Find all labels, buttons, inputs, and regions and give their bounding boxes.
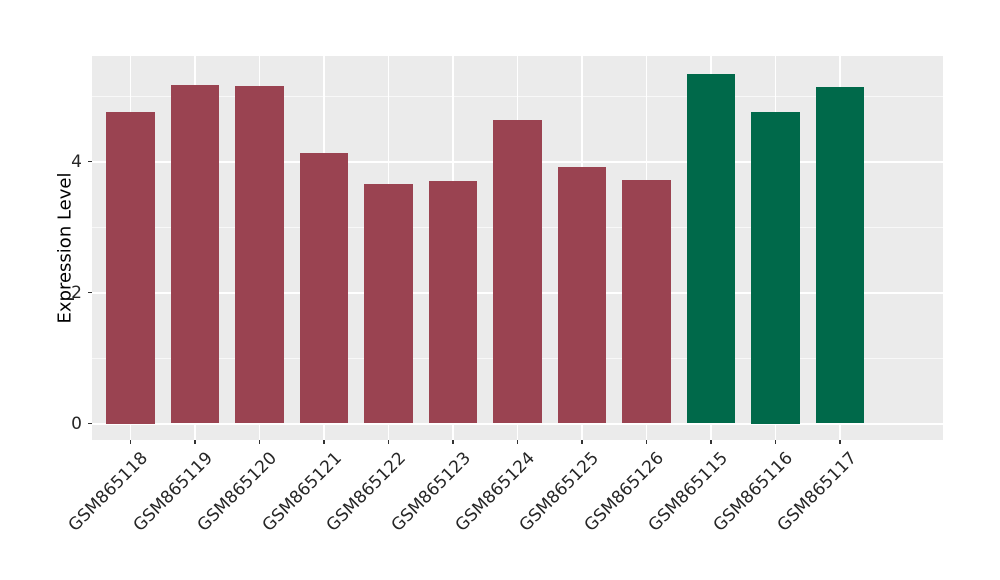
bar-GSM865117 <box>815 87 865 424</box>
bar-GSM865121 <box>299 152 349 424</box>
x-tick-mark <box>258 440 261 444</box>
bar-GSM865126 <box>622 179 671 424</box>
bar-GSM865122 <box>364 183 413 424</box>
y-tick-label: 2 <box>71 282 82 303</box>
y-tick-mark <box>87 422 92 425</box>
x-tick-mark <box>645 440 648 444</box>
y-tick-mark <box>87 291 92 294</box>
bar-GSM865116 <box>751 112 800 424</box>
bar-GSM865118 <box>106 112 155 424</box>
bar-GSM865125 <box>557 167 607 424</box>
x-tick-mark <box>323 440 325 444</box>
x-tick-mark <box>194 440 196 444</box>
x-tick-mark <box>387 440 390 444</box>
bar-GSM865123 <box>428 181 478 424</box>
y-tick-mark <box>87 160 92 163</box>
bar-GSM865124 <box>493 120 542 424</box>
x-tick-mark <box>516 440 519 444</box>
bar-GSM865115 <box>686 74 736 424</box>
bar-GSM865119 <box>170 84 220 424</box>
x-tick-mark <box>774 440 777 444</box>
bar-GSM865120 <box>235 86 284 424</box>
y-tick-label: 0 <box>71 413 82 434</box>
x-tick-mark <box>581 440 583 444</box>
x-tick-mark <box>839 440 841 444</box>
x-tick-mark <box>710 440 712 444</box>
x-tick-mark <box>452 440 454 444</box>
y-tick-label: 4 <box>71 151 82 172</box>
plot-area <box>92 56 943 440</box>
x-tick-mark <box>129 440 132 444</box>
